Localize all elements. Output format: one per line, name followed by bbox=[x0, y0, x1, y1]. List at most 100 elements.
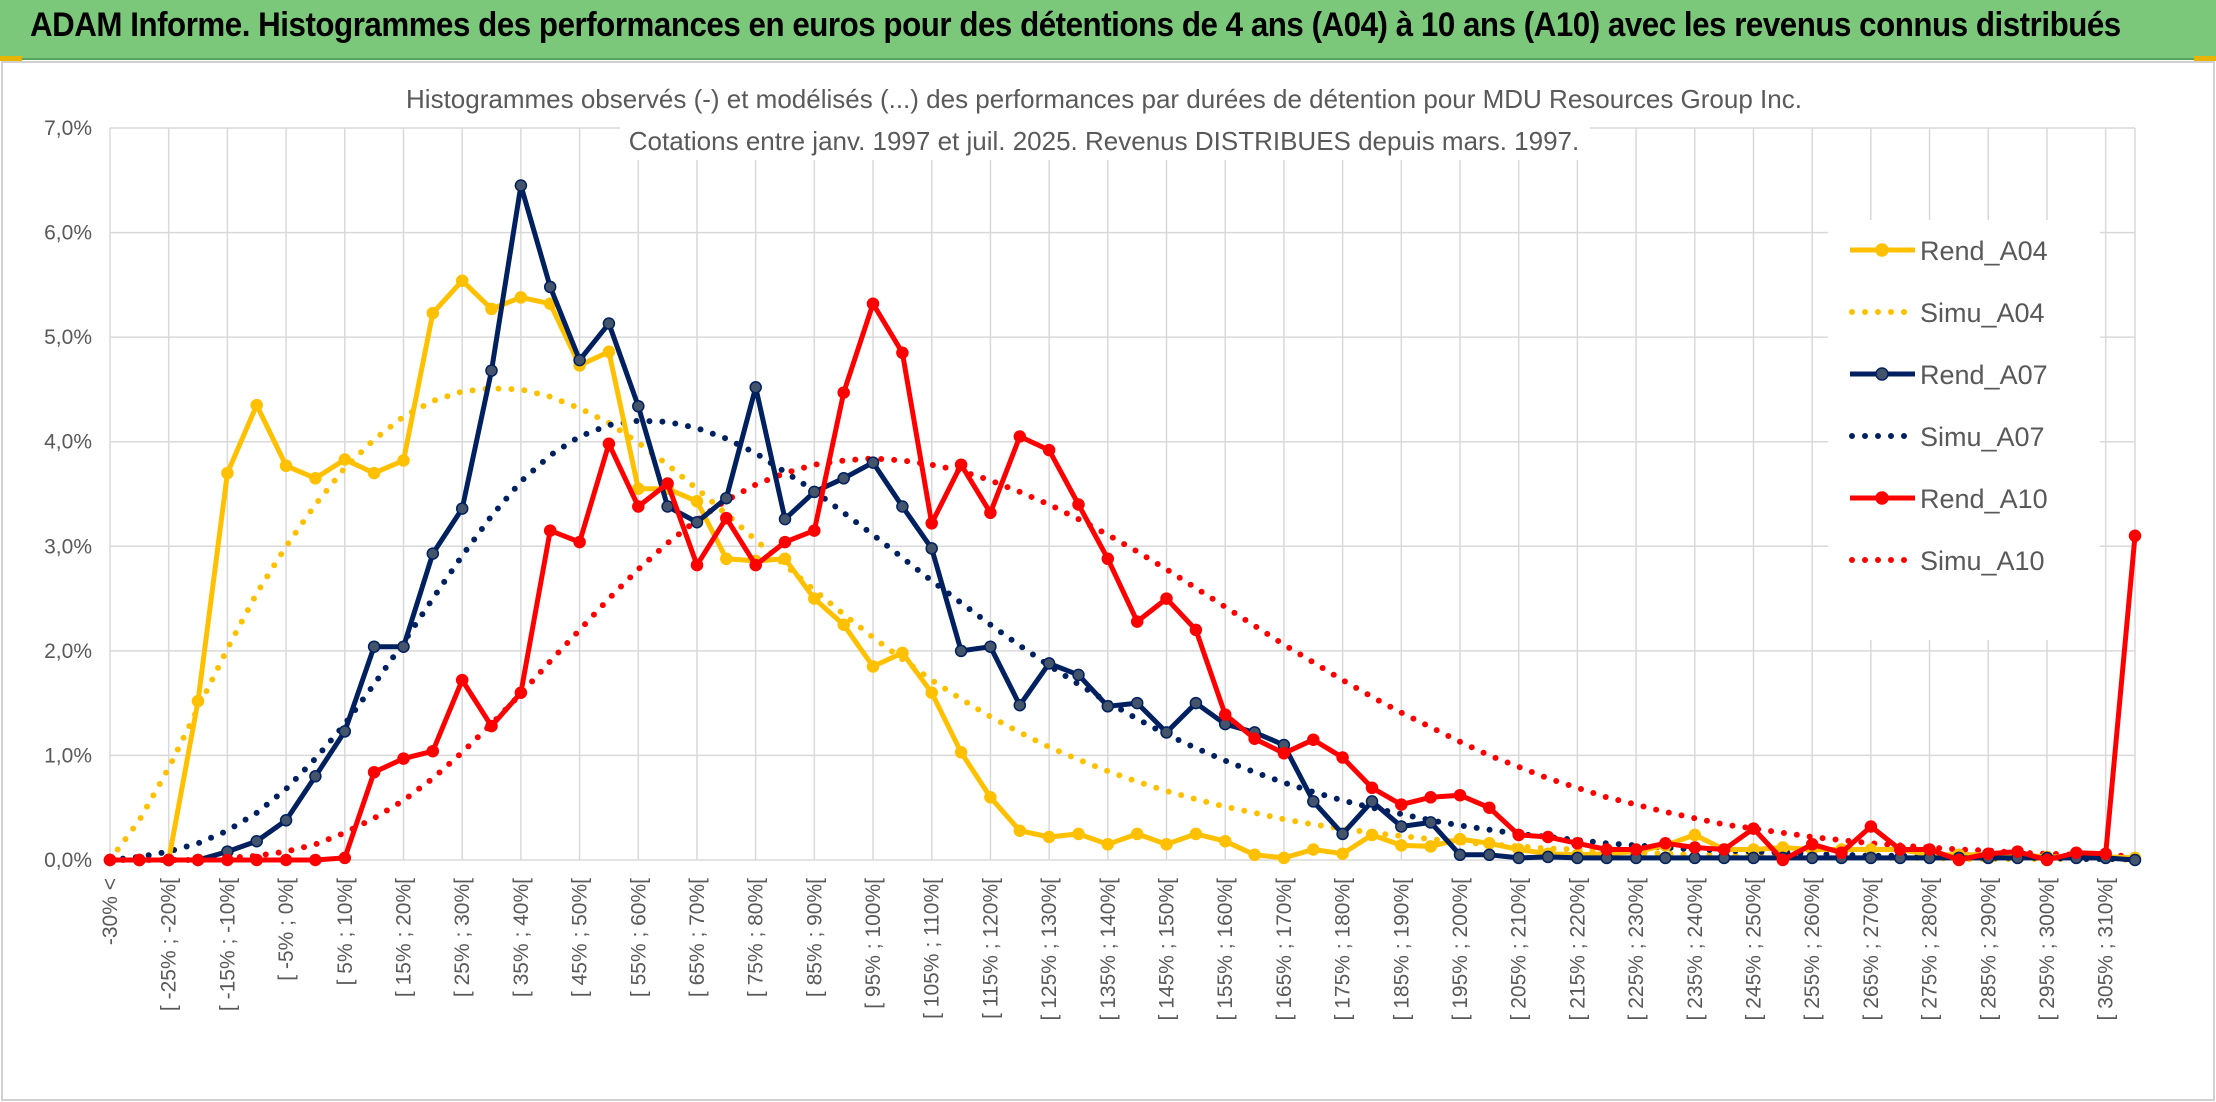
legend-marker-Rend_A07 bbox=[1875, 367, 1889, 381]
legend-marker-Rend_A10 bbox=[1875, 491, 1889, 505]
x-tick-label: [ 285% ; 290%[ bbox=[1977, 878, 2000, 1021]
data-point-Rend_A04 bbox=[1248, 848, 1261, 862]
data-point-Rend_A10 bbox=[1013, 430, 1027, 443]
data-point-Rend_A04 bbox=[1395, 839, 1408, 852]
x-tick-label: [ 275% ; 280%[ bbox=[1919, 878, 1942, 1021]
data-point-Rend_A04 bbox=[720, 552, 733, 566]
data-point-Rend_A10 bbox=[1395, 798, 1408, 811]
data-point-Rend_A07 bbox=[1013, 698, 1027, 712]
data-point-Rend_A10 bbox=[1982, 847, 1995, 860]
legend-label-Simu_A07: Simu_A07 bbox=[1920, 422, 2045, 452]
data-point-Rend_A10 bbox=[2099, 847, 2112, 860]
data-point-Rend_A07 bbox=[602, 317, 616, 330]
y-tick-label: 3,0% bbox=[44, 535, 92, 558]
data-point-Rend_A07 bbox=[866, 456, 880, 469]
data-point-Rend_A04 bbox=[1365, 828, 1379, 842]
x-tick-label: [ 255% ; 260%[ bbox=[1801, 878, 1824, 1021]
data-point-Rend_A07 bbox=[338, 725, 352, 738]
data-point-Rend_A10 bbox=[1512, 828, 1525, 842]
legend-marker-Rend_A04 bbox=[1875, 243, 1889, 257]
data-point-Rend_A10 bbox=[1717, 843, 1731, 856]
chart-title-bg-1 bbox=[380, 80, 1820, 118]
data-point-Rend_A10 bbox=[221, 853, 234, 867]
data-point-Rend_A10 bbox=[2011, 845, 2024, 858]
data-point-Rend_A10 bbox=[543, 524, 557, 537]
data-point-Rend_A10 bbox=[1776, 853, 1790, 867]
data-point-Rend_A10 bbox=[1424, 791, 1437, 804]
x-tick-label: [ 265% ; 270%[ bbox=[1860, 878, 1883, 1021]
data-point-Rend_A10 bbox=[1893, 843, 1907, 856]
data-point-Rend_A10 bbox=[250, 853, 263, 867]
data-point-Rend_A07 bbox=[485, 364, 498, 377]
data-point-Rend_A07 bbox=[1571, 851, 1584, 865]
y-tick-label: 4,0% bbox=[44, 431, 92, 454]
data-point-Rend_A07 bbox=[1453, 848, 1467, 862]
y-tick-label: 2,0% bbox=[44, 640, 92, 663]
data-point-Rend_A10 bbox=[1688, 841, 1702, 854]
data-point-Rend_A10 bbox=[632, 500, 645, 513]
data-point-Rend_A04 bbox=[309, 472, 322, 485]
x-tick-label: [ 135% ; 140%[ bbox=[1097, 878, 1120, 1021]
data-point-Rend_A07 bbox=[632, 399, 645, 413]
data-point-Rend_A07 bbox=[954, 644, 968, 658]
x-tick-label: [ 105% ; 110%[ bbox=[921, 878, 944, 1019]
data-point-Rend_A04 bbox=[1072, 827, 1085, 841]
data-point-Rend_A04 bbox=[1453, 832, 1467, 846]
series-line-Rend_A04 bbox=[110, 278, 2136, 863]
data-point-Rend_A07 bbox=[1395, 820, 1408, 833]
data-point-Rend_A07 bbox=[661, 500, 674, 513]
data-point-Rend_A07 bbox=[984, 640, 997, 653]
x-tick-label: [ 305% ; 310%[ bbox=[2095, 878, 2118, 1021]
data-point-Rend_A04 bbox=[455, 274, 469, 287]
data-point-Rend_A07 bbox=[309, 770, 322, 783]
data-point-Rend_A04 bbox=[778, 552, 792, 566]
data-point-Rend_A07 bbox=[1072, 668, 1085, 682]
data-point-Rend_A10 bbox=[455, 673, 469, 687]
data-point-Rend_A07 bbox=[250, 834, 263, 848]
data-point-Rend_A10 bbox=[808, 524, 821, 537]
data-point-Rend_A10 bbox=[2040, 853, 2054, 867]
x-tick-label: [ 55% ; 60%[ bbox=[627, 878, 650, 997]
data-point-Rend_A07 bbox=[1101, 700, 1115, 713]
x-tick-label: [ 35% ; 40%[ bbox=[510, 878, 533, 997]
x-tick-label: [ 75% ; 80%[ bbox=[745, 878, 768, 997]
x-tick-label: [ 295% ; 300%[ bbox=[2036, 878, 2059, 1021]
data-point-Rend_A04 bbox=[1688, 828, 1702, 842]
x-tick-label: [ 85% ; 90%[ bbox=[803, 878, 826, 997]
data-point-Rend_A10 bbox=[1130, 615, 1144, 628]
data-point-Rend_A10 bbox=[1483, 801, 1496, 814]
chart-title-line2: Cotations entre janv. 1997 et juil. 2025… bbox=[629, 126, 1579, 156]
x-tick-label: [ -15% ; -10%[ bbox=[216, 878, 239, 1011]
data-point-Rend_A10 bbox=[514, 686, 528, 699]
data-point-Rend_A07 bbox=[426, 547, 440, 560]
data-point-Rend_A10 bbox=[778, 535, 792, 549]
x-tick-label: [ 245% ; 250%[ bbox=[1742, 878, 1765, 1021]
x-tick-label: [ 225% ; 230%[ bbox=[1625, 878, 1648, 1021]
data-point-Rend_A04 bbox=[1277, 851, 1291, 865]
data-point-Rend_A07 bbox=[1541, 850, 1555, 864]
y-tick-label: 6,0% bbox=[44, 222, 92, 245]
data-point-Rend_A07 bbox=[1805, 851, 1819, 865]
data-point-Rend_A10 bbox=[661, 477, 674, 490]
data-point-Rend_A07 bbox=[720, 491, 733, 505]
data-point-Rend_A04 bbox=[1130, 827, 1144, 841]
data-point-Rend_A10 bbox=[2070, 846, 2083, 859]
data-point-Rend_A10 bbox=[133, 853, 146, 867]
data-point-Rend_A04 bbox=[602, 345, 616, 359]
data-point-Rend_A10 bbox=[1248, 732, 1261, 745]
data-point-Rend_A10 bbox=[954, 458, 968, 471]
data-point-Rend_A10 bbox=[1277, 747, 1291, 760]
data-point-Rend_A07 bbox=[896, 500, 909, 513]
x-tick-label: [ 185% ; 190%[ bbox=[1390, 878, 1413, 1021]
legend-label-Simu_A04: Simu_A04 bbox=[1920, 298, 2045, 328]
data-point-Rend_A04 bbox=[1013, 824, 1027, 837]
data-point-Rend_A07 bbox=[1483, 848, 1496, 862]
data-point-Rend_A07 bbox=[514, 179, 528, 192]
data-point-Rend_A10 bbox=[1629, 843, 1643, 856]
x-tick-label: [ -5% ; 0%[ bbox=[275, 878, 298, 981]
data-point-Rend_A04 bbox=[837, 618, 850, 631]
data-point-Rend_A10 bbox=[1952, 853, 1966, 867]
data-point-Rend_A07 bbox=[1512, 851, 1525, 865]
data-point-Rend_A07 bbox=[1424, 816, 1437, 829]
data-point-Rend_A04 bbox=[191, 694, 205, 708]
